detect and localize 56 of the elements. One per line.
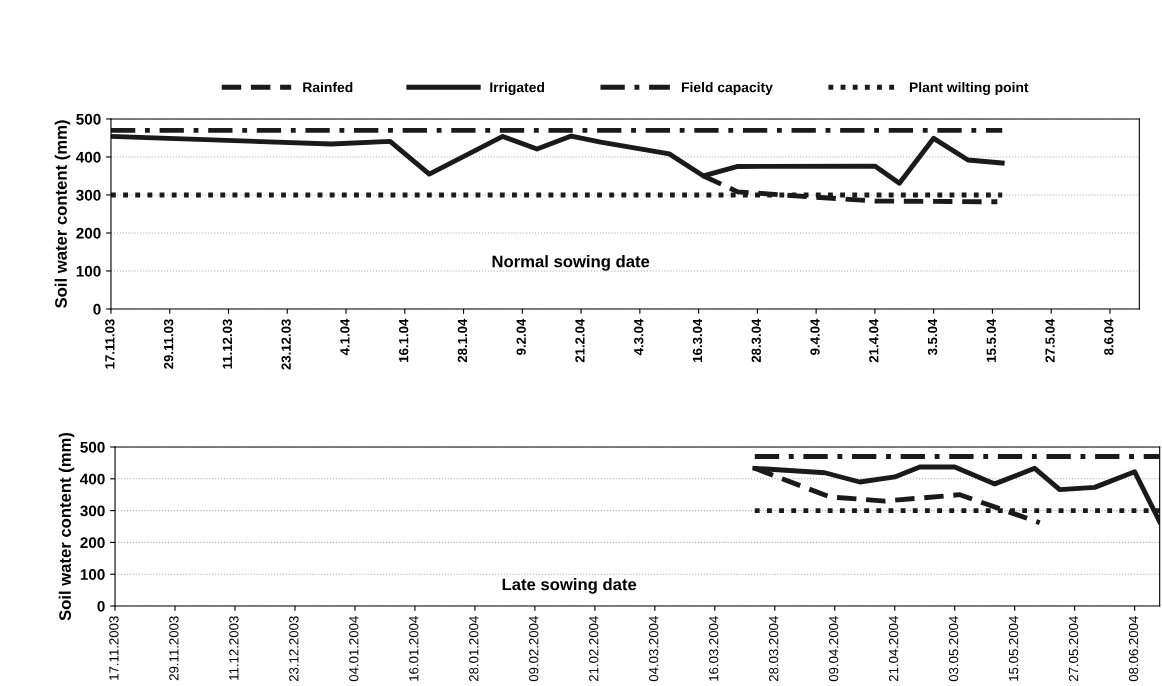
x-tick-label: 23.12.03 xyxy=(281,319,291,370)
x-tick-label: 21.04.2004 xyxy=(888,616,899,682)
y-axis-title: Soil water content (mm) xyxy=(54,120,71,308)
x-tick-label: 29.11.03 xyxy=(163,319,174,369)
y-tick-label: 100 xyxy=(76,265,101,277)
x-tick-label: 11.12.2003 xyxy=(229,616,239,680)
x-tick-label: 3.5.04 xyxy=(927,318,938,356)
x-tick-label: 09.04.2004 xyxy=(828,616,839,682)
x-tick-label: 4.3.04 xyxy=(634,318,644,356)
x-tick-label: 09.02.2004 xyxy=(529,616,539,682)
legend-label: Plant wilting point xyxy=(909,82,1029,96)
x-tick-label: 29.11.2003 xyxy=(169,616,179,681)
y-tick-label: 500 xyxy=(80,441,105,453)
x-tick-label: 15.5.04 xyxy=(986,318,996,362)
x-tick-label: 16.1.04 xyxy=(398,318,409,362)
legend-label: Field capacity xyxy=(681,82,773,95)
legend-label: Rainfed xyxy=(303,82,353,93)
x-tick-label: 16.3.04 xyxy=(692,318,703,362)
y-axis-title: Soil water content (mm) xyxy=(58,432,75,621)
x-tick-label: 17.11.03 xyxy=(105,319,115,369)
legend-label: Irrigated xyxy=(490,82,544,96)
x-tick-label: 9.4.04 xyxy=(810,318,820,355)
y-tick-label: 500 xyxy=(76,113,101,125)
x-tick-label: 03.05.2004 xyxy=(948,616,959,682)
x-tick-label: 21.4.04 xyxy=(869,318,879,363)
x-tick-label: 21.02.2004 xyxy=(589,616,599,682)
x-tick-label: 4.1.04 xyxy=(340,318,350,356)
x-tick-label: 11.12.03 xyxy=(222,319,233,369)
annotation: Normal sowing date xyxy=(492,255,650,271)
y-tick-label: 300 xyxy=(80,505,105,517)
x-tick-label: 28.1.04 xyxy=(457,318,468,363)
x-tick-label: 04.01.2004 xyxy=(349,616,359,682)
x-tick-label: 17.11.2003 xyxy=(109,616,119,680)
y-tick-label: 200 xyxy=(80,537,105,549)
x-tick-label: 21.2.04 xyxy=(575,318,585,363)
x-tick-label: 16.01.2004 xyxy=(409,616,419,681)
y-tick-label: 400 xyxy=(75,151,101,163)
x-tick-label: 27.5.04 xyxy=(1045,318,1055,363)
y-tick-label: 400 xyxy=(80,473,105,485)
y-tick-label: 0 xyxy=(97,600,105,612)
annotation: Late sowing date xyxy=(502,578,637,594)
x-tick-label: 28.03.2004 xyxy=(769,616,779,682)
x-tick-label: 28.01.2004 xyxy=(469,616,479,682)
x-tick-label: 8.6.04 xyxy=(1104,318,1114,355)
y-tick-label: 0 xyxy=(93,303,101,315)
x-tick-label: 15.05.2004 xyxy=(1008,616,1019,681)
x-tick-label: 04.03.2004 xyxy=(649,616,659,682)
x-tick-label: 16.03.2004 xyxy=(709,616,719,681)
x-tick-label: 27.05.2004 xyxy=(1068,616,1079,682)
x-tick-label: 9.2.04 xyxy=(516,318,526,355)
y-tick-label: 300 xyxy=(76,189,101,201)
x-tick-label: 08.06.2004 xyxy=(1128,616,1139,682)
x-tick-label: 28.3.04 xyxy=(751,318,761,363)
y-tick-label: 100 xyxy=(80,569,105,580)
x-tick-label: 23.12.2003 xyxy=(289,616,299,682)
y-tick-label: 200 xyxy=(76,227,101,239)
